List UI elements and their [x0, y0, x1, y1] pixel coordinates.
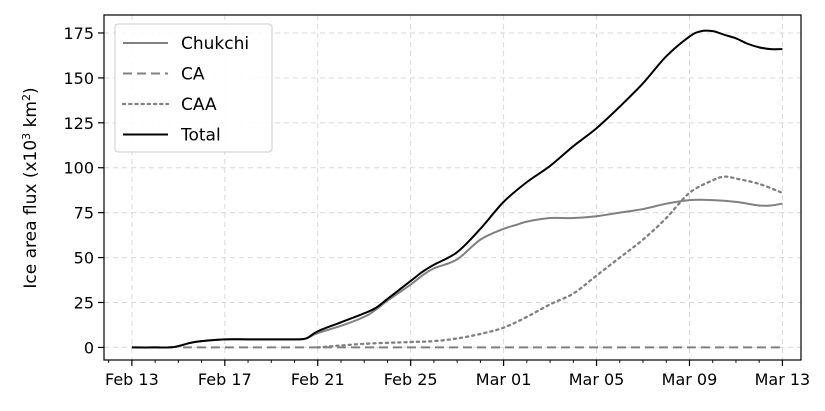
- legend-label-ca: CA: [181, 65, 205, 85]
- legend-label-total: Total: [180, 126, 221, 146]
- x-tick-label: Feb 13: [105, 370, 159, 389]
- y-tick-label: 150: [63, 69, 94, 88]
- series-line-caa: [316, 175, 784, 349]
- y-tick-label: 0: [84, 338, 94, 357]
- legend-label-caa: CAA: [181, 95, 217, 115]
- axis-ticks: Feb 13 Feb 17 Feb 21 Feb 25 Mar 01 Mar 05 Mar …: [63, 24, 810, 389]
- x-tick-label: Mar 05: [569, 370, 625, 389]
- x-tick-label: Mar 09: [662, 370, 718, 389]
- y-tick-label: 175: [63, 24, 94, 43]
- grid: [104, 15, 801, 360]
- legend-box: [114, 23, 273, 153]
- plot-frame: [103, 14, 802, 361]
- y-tick-label: 50: [74, 249, 94, 268]
- x-tick-label: Feb 25: [384, 370, 438, 389]
- y-axis-title: Ice area flux (x103 km2): [20, 87, 42, 288]
- x-tick-label: Feb 21: [291, 370, 345, 389]
- y-tick-label: 125: [63, 114, 94, 133]
- legend-label-chukchi: Chukchi: [181, 34, 249, 54]
- y-tick-label: 75: [74, 204, 94, 223]
- series-line-total: [131, 29, 783, 349]
- y-tick-label: 100: [63, 159, 94, 178]
- plot-series: [131, 29, 784, 349]
- x-tick-label: Mar 13: [755, 370, 811, 389]
- series-line-chukchi: [131, 198, 783, 349]
- y-tick-label: 25: [74, 294, 94, 313]
- x-tick-label: Feb 17: [198, 370, 252, 389]
- x-tick-label: Mar 01: [476, 370, 532, 389]
- legend: Chukchi CA CAA Total: [114, 23, 273, 153]
